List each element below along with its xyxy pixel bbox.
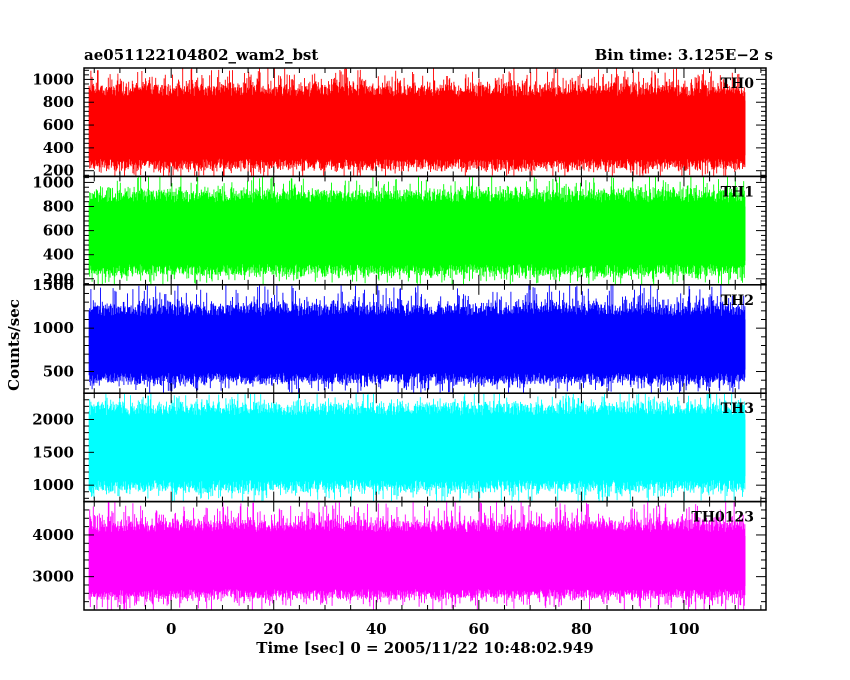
y-tick-label: 400: [43, 139, 74, 157]
series-band-th0123: [89, 535, 746, 587]
series-band-th3: [89, 419, 746, 477]
y-tick-label: 2000: [32, 410, 74, 428]
x-tick-label: 20: [263, 620, 284, 638]
x-axis-label: Time [sec] 0 = 2005/11/22 10:48:02.949: [256, 639, 593, 657]
y-axis-label: Counts/sec: [5, 299, 23, 391]
y-tick-label: 1500: [32, 276, 74, 294]
x-tick-label: 100: [668, 620, 699, 638]
y-tick-label: 3000: [32, 568, 74, 586]
panel-frame: [83, 500, 767, 611]
series-band-th0: [89, 100, 746, 156]
y-tick-label: 400: [43, 246, 74, 264]
y-tick-label: 600: [43, 116, 74, 134]
series-label-th1: TH1: [721, 184, 754, 200]
y-tick-label: 1000: [32, 476, 74, 494]
x-tick-label: 0: [166, 620, 176, 638]
y-tick-label: 1000: [32, 319, 74, 337]
x-tick-label: 80: [571, 620, 592, 638]
y-tick-label: 800: [43, 93, 74, 111]
y-tick-label: 200: [43, 270, 74, 288]
panel-th0: 200 400 600 800 1000 TH0: [32, 67, 767, 180]
y-tick-label: 200: [43, 162, 74, 180]
series-band-th1: [89, 206, 746, 261]
y-tick-label: 800: [43, 198, 74, 216]
chart-title: ae051122104802_wam2_bst: [84, 46, 318, 64]
series-band-th2: [89, 319, 746, 370]
y-tick-label: 1000: [32, 70, 74, 88]
x-axis: 0 20 40 60 80 100: [166, 620, 700, 638]
y-tick-label: 1500: [32, 443, 74, 461]
y-tick-label: 4000: [32, 526, 74, 544]
x-tick-label: 40: [366, 620, 387, 638]
bin-time-label: Bin time: 3.125E−2 s: [595, 46, 773, 64]
y-tick-label: 1000: [32, 173, 74, 191]
series-label-th0: TH0: [721, 76, 755, 92]
y-tick-label: 600: [43, 222, 74, 240]
panel-th3: 1000 1500 2000 TH3: [32, 392, 767, 503]
panel-th0123: 3000 4000 TH0123: [32, 500, 767, 611]
series-label-th3: TH3: [721, 401, 754, 417]
series-label-th0123: TH0123: [691, 510, 754, 526]
panels-group: 200 400 600 800 1000 TH0 200 400 600 800 1000 TH1 50…: [32, 67, 767, 611]
panel-th1: 200 400 600 800 1000 TH1: [32, 173, 767, 288]
series-label-th2: TH2: [721, 293, 754, 309]
x-tick-label: 60: [468, 620, 489, 638]
y-tick-label: 500: [43, 363, 74, 381]
panel-th2: 500 1000 1500 TH2: [32, 276, 767, 394]
